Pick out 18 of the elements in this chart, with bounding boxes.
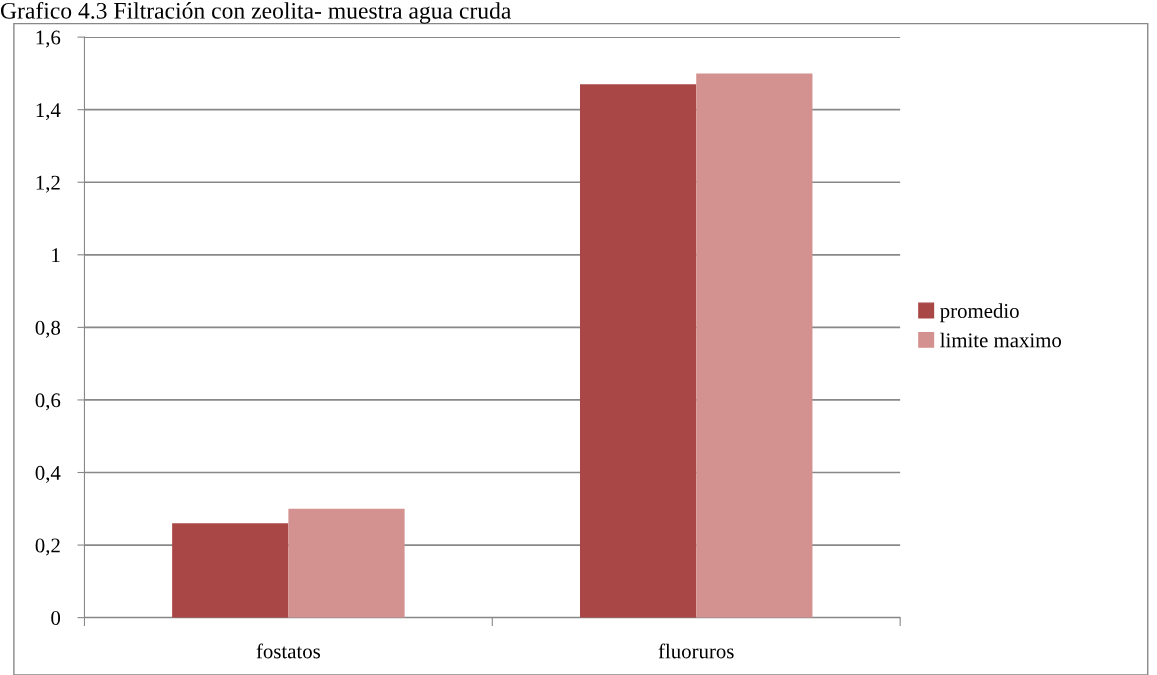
y-tick-label: 1,4	[36, 103, 61, 121]
x-tick-label: fostatos	[256, 643, 321, 659]
y-tick-label: 0,2	[35, 538, 60, 556]
y-tick-label: 0	[51, 611, 61, 626]
y-tick-label: 1	[52, 248, 60, 263]
y-tick-label: 1,6	[36, 30, 61, 48]
y-tick-label: 0,4	[35, 465, 61, 483]
chart-title: Grafico 4.3 Filtración con zeolita- muestra agua cruda	[0, 1, 512, 24]
bar	[172, 523, 289, 618]
bar	[579, 84, 697, 618]
bar	[696, 73, 813, 618]
y-tick-label: 0,8	[35, 320, 61, 338]
x-tick-label: fluoruros	[658, 643, 734, 659]
y-tick-label: 0,6	[35, 393, 61, 411]
bar	[288, 508, 405, 618]
legend-label: limite maximo	[940, 332, 1062, 348]
y-tick-label: 1,2	[36, 175, 60, 193]
legend-label: promedio	[940, 303, 1019, 323]
